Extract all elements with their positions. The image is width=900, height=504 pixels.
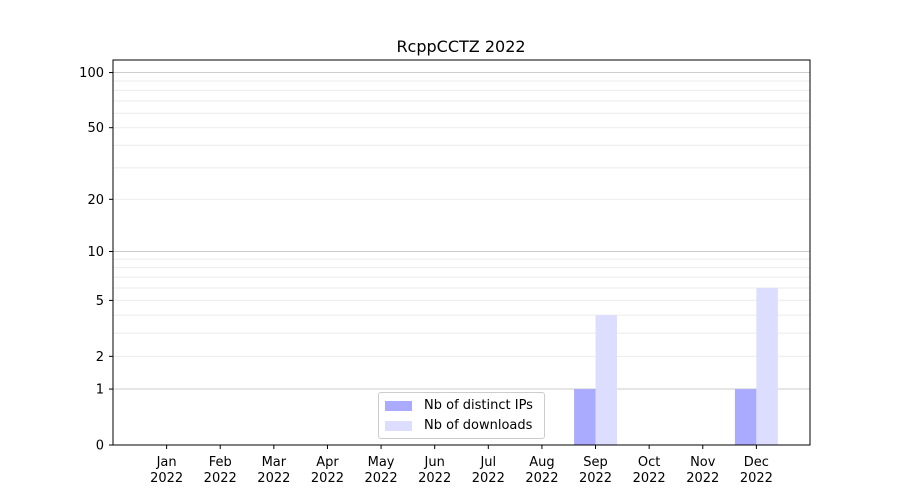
y-tick-label: 2: [96, 350, 104, 365]
x-tick-label: Nov 2022: [686, 455, 719, 486]
x-tick-label: May 2022: [365, 455, 398, 486]
legend: Nb of distinct IPs Nb of downloads: [378, 392, 545, 439]
y-tick-label: 20: [87, 193, 104, 208]
x-tick-label: Oct 2022: [633, 455, 666, 486]
bar: [574, 389, 596, 445]
y-tick-label: 1: [96, 383, 104, 398]
legend-label-ips: Nb of distinct IPs: [424, 398, 533, 413]
legend-swatch-downloads: [385, 420, 412, 431]
x-tick-label: Jan 2022: [150, 455, 183, 486]
x-tick-label: Aug 2022: [525, 455, 558, 486]
legend-item-downloads: Nb of downloads: [385, 418, 532, 433]
x-tick-label: Feb 2022: [204, 455, 237, 486]
x-tick-label: Jun 2022: [418, 455, 451, 486]
y-tick-label: 5: [96, 294, 104, 309]
chart-title: RcppCCTZ 2022: [396, 37, 525, 56]
bar: [734, 389, 757, 445]
x-tick-label: Dec 2022: [740, 455, 773, 486]
x-tick-label: Mar 2022: [257, 455, 290, 486]
y-tick-label: 10: [87, 245, 104, 260]
x-tick-label: Sep 2022: [579, 455, 612, 486]
y-tick-label: 100: [79, 66, 104, 81]
legend-item-ips: Nb of distinct IPs: [385, 398, 533, 413]
bar: [756, 287, 778, 445]
bar: [595, 315, 617, 445]
x-tick-label: Apr 2022: [311, 455, 344, 486]
y-tick-label: 50: [87, 121, 104, 136]
legend-label-downloads: Nb of downloads: [424, 418, 533, 433]
y-tick-label: 0: [96, 439, 104, 454]
plot-frame: [112, 59, 811, 446]
x-tick-label: Jul 2022: [472, 455, 505, 486]
legend-swatch-ips: [385, 400, 412, 411]
